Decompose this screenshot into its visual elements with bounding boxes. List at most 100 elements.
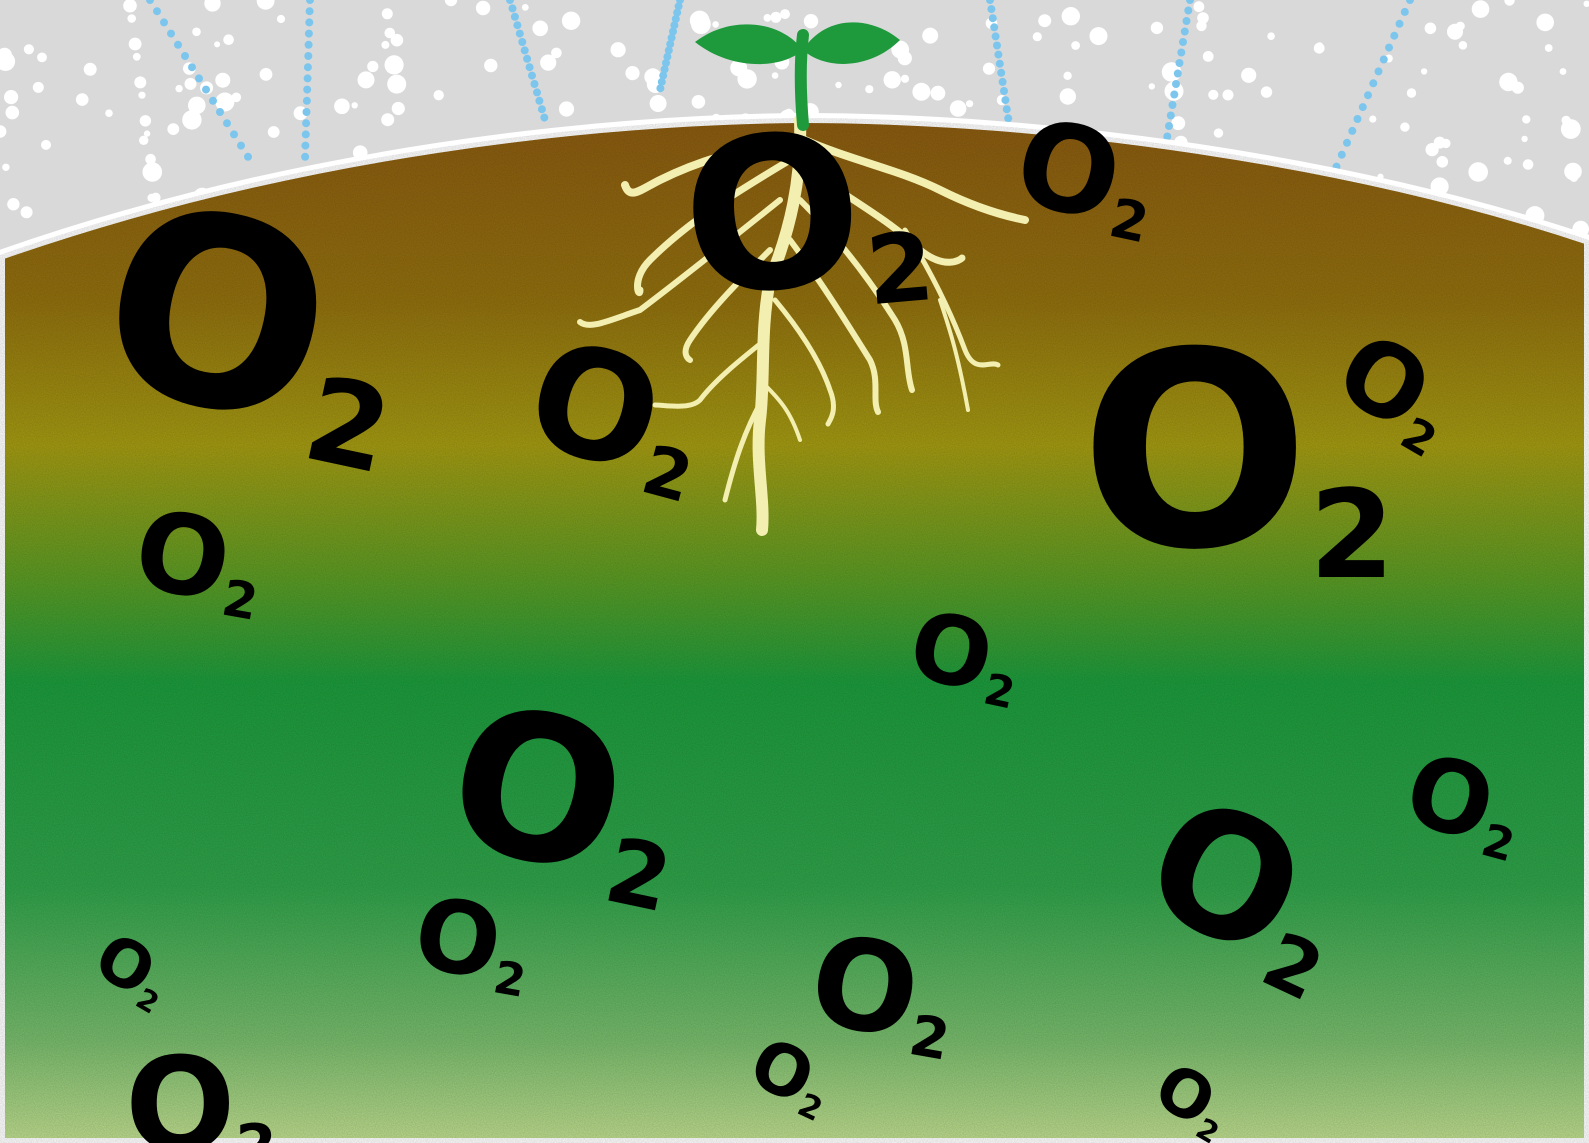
rain-drop xyxy=(1374,67,1383,76)
rain-drop xyxy=(1395,19,1404,28)
rain-drop xyxy=(994,50,1003,59)
air-bubble xyxy=(1400,122,1410,132)
rain-drop xyxy=(1163,132,1172,141)
air-bubble xyxy=(1202,51,1214,62)
rain-drop xyxy=(1177,48,1186,57)
rain-drop xyxy=(1173,69,1182,78)
air-bubble xyxy=(1260,86,1273,98)
air-bubble xyxy=(32,81,44,93)
rain-drop xyxy=(1348,126,1357,135)
rain-drop xyxy=(987,5,996,14)
rain-drop xyxy=(1180,27,1189,36)
air-bubble xyxy=(532,20,548,37)
air-bubble xyxy=(384,27,396,39)
air-bubble xyxy=(691,95,706,109)
air-bubble xyxy=(1150,21,1164,35)
air-bubble xyxy=(712,21,719,28)
air-bubble xyxy=(1222,89,1234,101)
air-bubble xyxy=(912,82,931,101)
rain-drop xyxy=(670,21,679,30)
air-bubble xyxy=(188,96,206,115)
air-bubble xyxy=(551,47,562,59)
air-bubble xyxy=(1468,162,1488,182)
air-bubble xyxy=(83,62,97,76)
air-bubble xyxy=(1425,143,1439,157)
air-bubble xyxy=(1171,116,1186,131)
rain-drop xyxy=(302,108,311,116)
air-bubble xyxy=(123,0,137,13)
air-bubble xyxy=(1420,68,1428,75)
rain-drop xyxy=(301,130,310,139)
rain-drop xyxy=(1168,101,1177,109)
air-bubble xyxy=(7,198,20,211)
rain-drop xyxy=(1369,79,1378,88)
air-bubble xyxy=(561,11,581,31)
air-bubble xyxy=(387,74,407,94)
air-bubble xyxy=(5,105,20,120)
rain-drop xyxy=(181,52,189,60)
air-bubble xyxy=(1196,20,1207,32)
air-bubble xyxy=(267,126,280,138)
rain-drop xyxy=(997,68,1006,77)
air-bubble xyxy=(982,62,996,75)
air-bubble xyxy=(1071,41,1080,50)
rain-drop xyxy=(160,18,168,27)
air-bubble xyxy=(204,0,221,12)
rain-drop xyxy=(513,21,522,30)
air-bubble xyxy=(475,0,491,16)
oxygen-molecule: O2 xyxy=(800,907,968,1075)
rain-drop xyxy=(520,46,529,55)
air-bubble xyxy=(770,11,782,23)
rain-drop xyxy=(657,77,666,86)
air-bubble xyxy=(145,153,156,165)
air-bubble xyxy=(1313,42,1325,54)
rain-drop xyxy=(304,40,313,49)
air-bubble xyxy=(0,51,16,71)
air-bubble xyxy=(1267,32,1275,40)
air-bubble xyxy=(1522,115,1531,124)
rain-drop xyxy=(986,0,994,4)
rain-drop xyxy=(230,130,238,139)
rain-drop xyxy=(167,29,175,38)
oxygen-molecule: O2 xyxy=(673,79,938,344)
air-bubble xyxy=(484,58,498,73)
rain-drop xyxy=(515,29,524,38)
air-bubble xyxy=(883,71,901,89)
air-bubble xyxy=(1560,119,1581,139)
rain-drop xyxy=(301,152,310,161)
air-bubble xyxy=(1458,41,1468,50)
air-bubble xyxy=(23,44,34,55)
rain-drop xyxy=(1002,105,1011,114)
air-bubble xyxy=(891,40,910,59)
air-bubble xyxy=(1436,156,1449,168)
rain-drop xyxy=(303,63,312,72)
rain-drop xyxy=(508,4,517,13)
rain-drop xyxy=(506,0,514,4)
air-bubble xyxy=(223,34,234,45)
rain-drop xyxy=(237,141,245,150)
air-bubble xyxy=(1583,0,1589,7)
rain-drop xyxy=(525,63,534,72)
air-bubble xyxy=(21,210,28,217)
rain-drop xyxy=(998,77,1007,86)
air-bubble xyxy=(184,77,197,90)
air-bubble xyxy=(390,33,404,47)
rain-drop xyxy=(1406,0,1414,4)
rain-drop xyxy=(1343,138,1351,147)
air-bubble xyxy=(540,54,557,71)
air-bubble xyxy=(1441,138,1451,149)
air-bubble xyxy=(1471,0,1490,18)
rain-drop xyxy=(244,152,252,161)
oxygen-molecule: O2 xyxy=(125,1029,277,1143)
air-bubble xyxy=(1063,71,1072,81)
air-bubble xyxy=(391,101,405,116)
rain-drop xyxy=(153,7,161,16)
air-bubble xyxy=(1193,1,1205,13)
air-bubble xyxy=(1241,67,1257,83)
air-bubble xyxy=(134,76,147,89)
air-bubble xyxy=(865,85,874,94)
air-bubble xyxy=(763,14,772,22)
air-bubble xyxy=(737,69,757,89)
rain-drop xyxy=(1337,150,1346,159)
air-bubble xyxy=(1544,44,1553,52)
